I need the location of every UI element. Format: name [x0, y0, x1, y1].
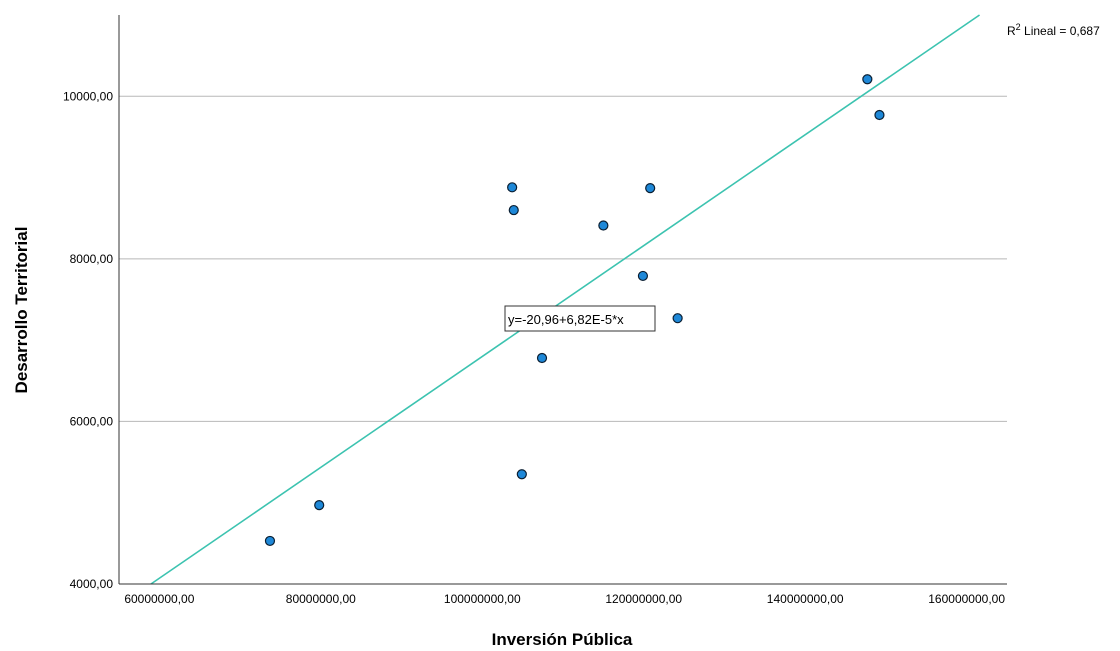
x-axis-title: Inversión Pública [492, 630, 633, 649]
y-tick-label: 8000,00 [70, 252, 114, 266]
data-point [598, 220, 609, 231]
x-tick-label: 60000000,00 [124, 592, 194, 606]
data-points [264, 74, 885, 547]
data-point [507, 182, 518, 193]
data-point [874, 109, 885, 121]
data-point [637, 270, 649, 282]
r-squared-label: R2 Lineal = 0,687 [1007, 22, 1100, 38]
y-tick-label: 10000,00 [63, 89, 113, 103]
x-tick-label: 80000000,00 [286, 592, 356, 606]
y-tick-labels: 4000,00 6000,00 8000,00 10000,00 [63, 89, 113, 591]
data-point [536, 352, 548, 364]
data-point [314, 500, 325, 511]
gridlines [119, 95, 1007, 422]
y-tick-label: 6000,00 [70, 414, 114, 428]
x-tick-label: 140000000,00 [767, 592, 844, 606]
y-tick-label: 4000,00 [70, 577, 114, 591]
x-tick-label: 160000000,00 [928, 592, 1005, 606]
x-tick-labels: 60000000,00 80000000,00 100000000,00 120000… [124, 592, 1005, 606]
x-tick-label: 100000000,00 [444, 592, 521, 606]
regression-line [150, 14, 980, 585]
data-point [264, 535, 276, 547]
x-tick-label: 120000000,00 [605, 592, 682, 606]
data-point [862, 74, 873, 85]
data-point [672, 313, 683, 324]
data-point [516, 469, 527, 480]
data-point [508, 204, 519, 216]
data-point [645, 183, 656, 194]
y-axis-title: Desarrollo Territorial [12, 227, 31, 394]
equation-label-box: y=-20,96+6,82E-5*x [504, 305, 656, 332]
equation-label: y=-20,96+6,82E-5*x [508, 312, 624, 327]
